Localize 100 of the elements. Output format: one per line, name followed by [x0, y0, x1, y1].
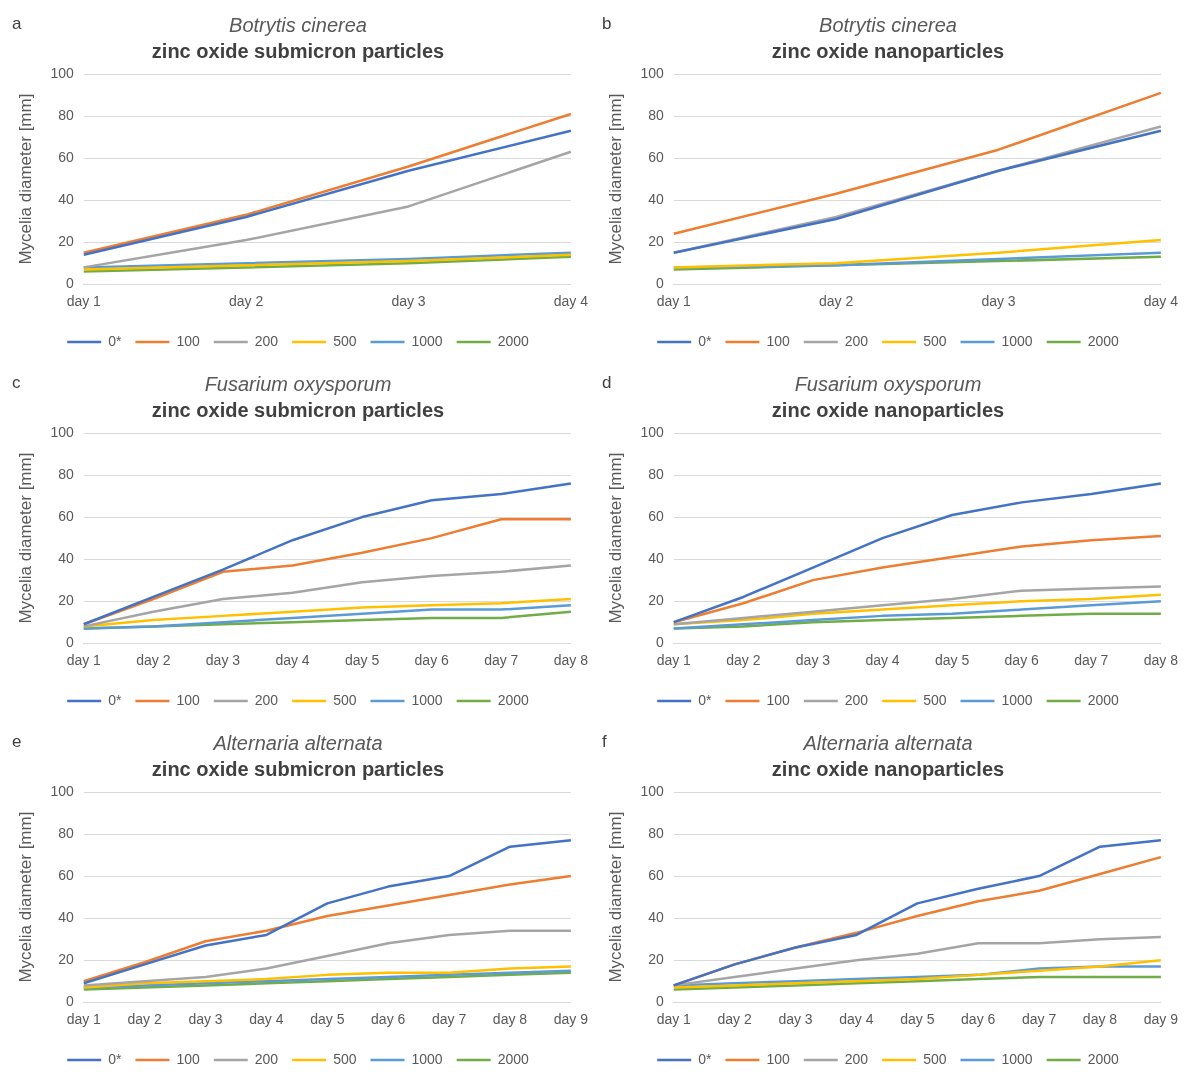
- legend-label: 2000: [1087, 1050, 1120, 1067]
- text: d: [602, 373, 612, 393]
- y-tick-label: 0: [655, 993, 664, 1010]
- y-axis-title: Mycelia diameter [mm]: [605, 811, 625, 983]
- y-tick-label: 60: [648, 148, 664, 165]
- legend-label: 0*: [108, 332, 122, 349]
- x-tick-label: day 3: [205, 652, 241, 669]
- legend-label: 500: [333, 1050, 357, 1067]
- y-tick-label: 0: [65, 275, 74, 292]
- y-axis-title: Mycelia diameter [mm]: [15, 811, 35, 983]
- x-tick-label: day 2: [136, 652, 171, 669]
- x-tick-label: day 4: [275, 652, 310, 669]
- chart-title: Alternaria alternata: [802, 731, 973, 754]
- legend-label: 500: [923, 1050, 947, 1067]
- chart-title: Fusarium oxysporum: [794, 372, 982, 395]
- legend-label: 100: [766, 691, 791, 708]
- y-tick-label: 80: [648, 824, 664, 841]
- legend-label: 2000: [497, 1050, 530, 1067]
- x-tick-label: day 8: [1082, 1011, 1118, 1028]
- x-tick-label: day 2: [717, 1011, 752, 1028]
- x-tick-label: day 1: [656, 293, 692, 310]
- y-tick-label: 80: [648, 465, 664, 482]
- x-tick-label: day 4: [249, 1011, 284, 1028]
- legend-label: 0*: [108, 691, 122, 708]
- legend-label: 1000: [1001, 691, 1033, 708]
- x-tick-label: day 4: [1143, 293, 1179, 310]
- y-axis-title: Mycelia diameter [mm]: [605, 93, 625, 265]
- x-tick-label: day 9: [1143, 1011, 1179, 1028]
- x-tick-label: day 4: [553, 293, 589, 310]
- y-tick-label: 40: [648, 549, 664, 566]
- chart-title: Alternaria alternata: [212, 731, 383, 754]
- y-tick-label: 0: [655, 275, 664, 292]
- y-tick-label: 100: [640, 64, 664, 81]
- legend-label: 500: [333, 332, 357, 349]
- legend-label: 1000: [1001, 1050, 1033, 1067]
- y-tick-label: 60: [648, 507, 664, 524]
- legend-label: 1000: [411, 1050, 443, 1067]
- legend-label: 500: [333, 691, 357, 708]
- x-tick-label: day 8: [1143, 652, 1179, 669]
- legend-label: 2000: [497, 332, 530, 349]
- x-tick-label: day 3: [981, 293, 1016, 310]
- x-tick-label: day 1: [66, 1011, 102, 1028]
- legend-label: 100: [766, 332, 791, 349]
- x-tick-label: day 5: [310, 1011, 345, 1028]
- legend-label: 200: [844, 1050, 869, 1067]
- y-tick-label: 20: [648, 951, 664, 968]
- x-tick-label: day 2: [229, 293, 264, 310]
- legend-label: 200: [844, 332, 869, 349]
- legend-label: 100: [176, 1050, 201, 1067]
- x-tick-label: day 8: [553, 652, 589, 669]
- y-tick-label: 100: [640, 782, 664, 799]
- y-tick-label: 100: [50, 64, 74, 81]
- text: c: [12, 373, 21, 393]
- x-tick-label: day 2: [726, 652, 761, 669]
- legend-label: 0*: [698, 1050, 712, 1067]
- y-tick-label: 20: [58, 951, 74, 968]
- x-tick-label: day 4: [865, 652, 900, 669]
- chart-subtitle: zinc oxide submicron particles: [151, 39, 445, 62]
- y-tick-label: 40: [58, 190, 74, 207]
- legend-label: 200: [254, 332, 279, 349]
- x-tick-label: day 5: [934, 652, 970, 669]
- chart-subtitle: zinc oxide nanoparticles: [771, 398, 1005, 421]
- legend-label: 2000: [497, 691, 530, 708]
- legend-label: 2000: [1087, 332, 1120, 349]
- y-axis-title: Mycelia diameter [mm]: [605, 452, 625, 624]
- chart-title: Botrytis cinerea: [819, 13, 957, 36]
- y-tick-label: 100: [640, 423, 664, 440]
- text: a: [12, 14, 22, 34]
- x-tick-label: day 6: [1004, 652, 1040, 669]
- y-tick-label: 60: [58, 866, 74, 883]
- legend-label: 200: [254, 1050, 279, 1067]
- x-tick-label: day 1: [66, 293, 102, 310]
- legend-label: 200: [844, 691, 869, 708]
- x-tick-label: day 3: [778, 1011, 813, 1028]
- x-tick-label: day 2: [819, 293, 854, 310]
- y-tick-label: 20: [648, 233, 664, 250]
- x-tick-label: day 7: [484, 652, 519, 669]
- legend-label: 200: [254, 691, 279, 708]
- legend-label: 2000: [1087, 691, 1120, 708]
- x-tick-label: day 4: [839, 1011, 874, 1028]
- legend-label: 100: [176, 332, 201, 349]
- legend-label: 0*: [698, 332, 712, 349]
- y-tick-label: 0: [65, 993, 74, 1010]
- y-tick-label: 100: [50, 782, 74, 799]
- legend-label: 100: [766, 1050, 791, 1067]
- y-tick-label: 20: [58, 592, 74, 609]
- text: e: [12, 732, 22, 752]
- y-axis-title: Mycelia diameter [mm]: [15, 452, 35, 624]
- y-axis-title: Mycelia diameter [mm]: [15, 93, 35, 265]
- y-tick-label: 20: [58, 233, 74, 250]
- x-tick-label: day 1: [656, 652, 692, 669]
- y-tick-label: 80: [58, 824, 74, 841]
- x-tick-label: day 5: [344, 652, 380, 669]
- y-tick-label: 20: [648, 592, 664, 609]
- text: b: [602, 14, 612, 34]
- legend-label: 1000: [411, 332, 443, 349]
- x-tick-label: day 3: [391, 293, 426, 310]
- x-tick-label: day 8: [492, 1011, 528, 1028]
- chart-subtitle: zinc oxide nanoparticles: [771, 757, 1005, 780]
- y-tick-label: 40: [58, 908, 74, 925]
